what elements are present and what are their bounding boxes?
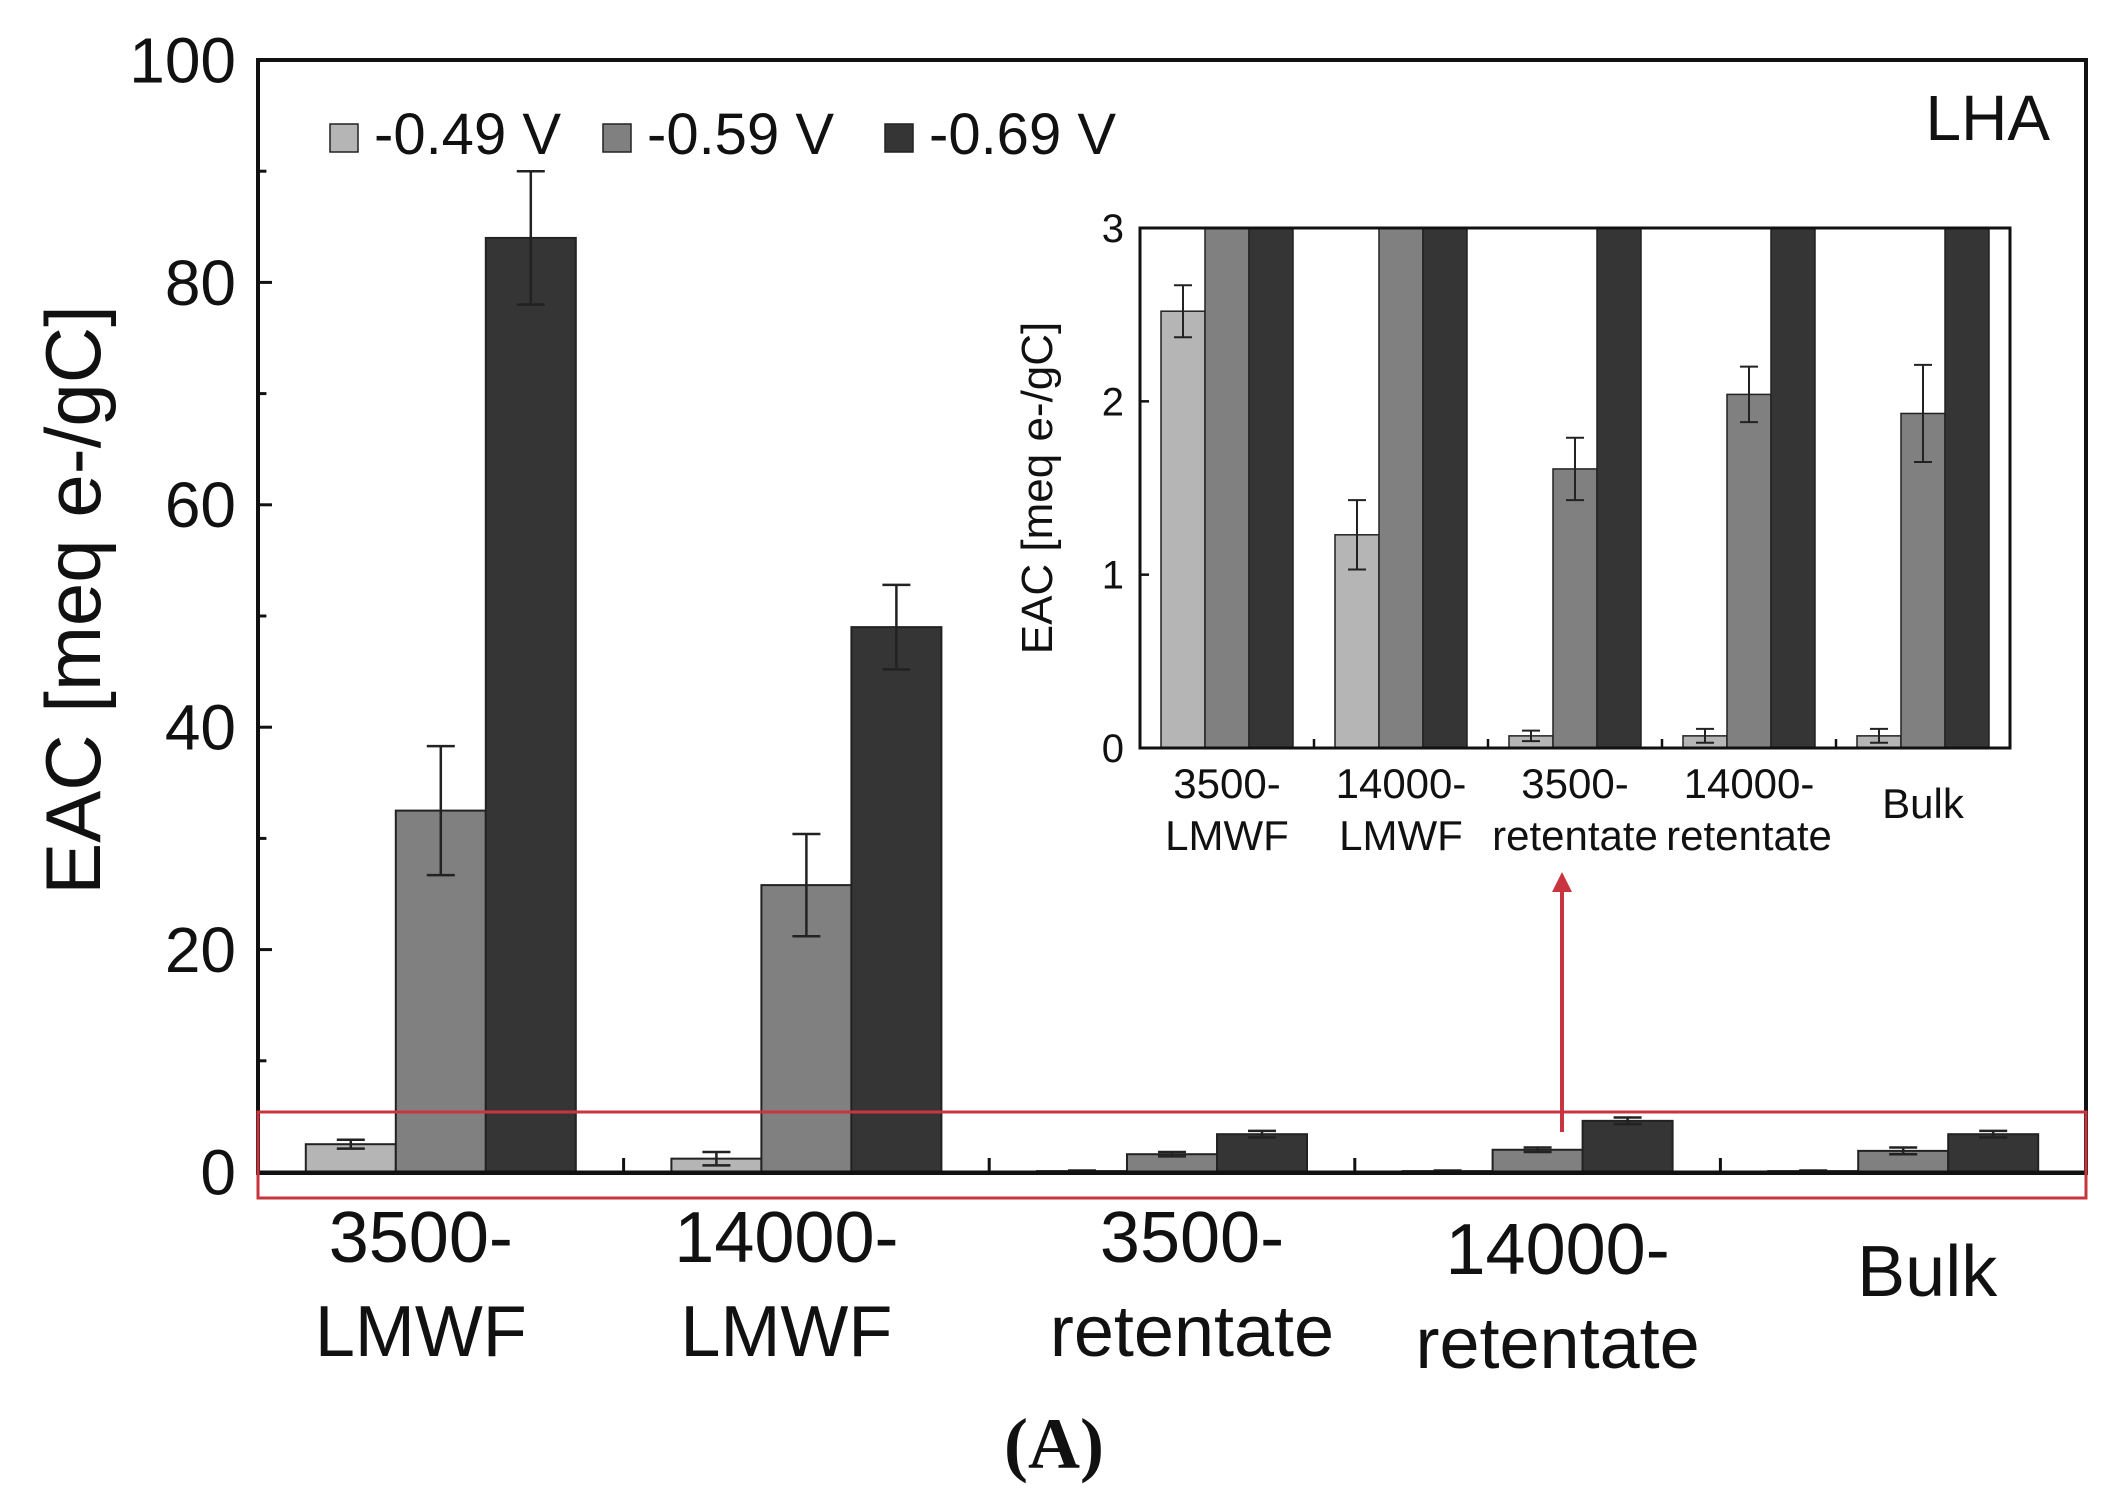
inset-x-label-3500-retentate: 3500-retentate [1492, 760, 1658, 859]
inset-error-bar-0-59-v-3500-retentate [1566, 436, 1584, 502]
main-error-bar-0-59-v-14000-lmwf [792, 832, 821, 938]
chart-title-lha: LHA [1926, 82, 2051, 154]
main-error-bar-0-69-v-14000-retentate [1613, 1116, 1642, 1126]
main-bars [304, 169, 2040, 1174]
inset-error-bar-0-49-v-14000-lmwf [1348, 499, 1366, 571]
inset-bar-0-69-v-3500-lmwf [1248, 227, 1294, 749]
main-bar-0-69-v-14000-lmwf [850, 626, 943, 1173]
main-error-bar-0-49-v-14000-lmwf [702, 1150, 731, 1167]
main-y-tick-label-80: 80 [165, 247, 236, 319]
inset-error-bar-0-49-v-14000-retentate [1696, 727, 1714, 744]
inset-error-bar-0-49-v-3500-lmwf [1174, 284, 1192, 339]
inset-x-label-14000-lmwf: 14000-LMWF [1336, 760, 1467, 859]
main-y-tick-label-60: 60 [165, 469, 236, 541]
zoom-highlight-box [256, 1110, 2088, 1200]
legend-swatch-0-59-v [602, 123, 632, 153]
inset-error-bar-0-59-v-14000-retentate [1740, 365, 1758, 424]
inset-bar-0-69-v-bulk [1944, 227, 1990, 749]
legend-item-0-49-v: -0.49 V [329, 102, 561, 167]
inset-bars [1160, 227, 1990, 749]
main-y-tick-label-0: 0 [200, 1136, 236, 1208]
inset-error-bar-0-59-v-bulk [1914, 363, 1932, 463]
inset-bar-0-59-v-14000-retentate [1726, 393, 1772, 749]
main-bar-0-69-v-bulk [1947, 1133, 2040, 1174]
main-x-tick-labels: 3500-LMWF 14000-LMWF 3500-retentate 14000-r… [315, 1198, 1998, 1384]
main-error-bar-0-69-v-3500-lmwf [516, 169, 545, 306]
legend-label-0-49-v: -0.49 V [374, 102, 561, 167]
inset-bar-0-59-v-bulk [1900, 412, 1946, 749]
main-error-bar-0-59-v-bulk [1889, 1146, 1918, 1156]
main-error-bar-0-59-v-3500-lmwf [426, 744, 455, 877]
inset-y-axis: 0 1 2 3 [1102, 207, 2010, 771]
main-y-tick-label-100: 100 [129, 24, 236, 96]
inset-bar-0-59-v-3500-lmwf [1204, 227, 1250, 749]
inset-x-label-14000-retentate: 14000-retentate [1666, 760, 1832, 859]
inset-x-tick-labels: 3500-LMWF 14000-LMWF 3500-retentate14000-r… [1165, 760, 1965, 859]
inset-error-bar-0-49-v-bulk [1870, 727, 1888, 744]
zoom-arrowhead [1552, 872, 1572, 892]
main-y-axis-label: EAC [meq e-/gC] [29, 305, 117, 895]
legend-item-0-69-v: -0.69 V [884, 102, 1116, 167]
figure-caption: (A) [1004, 1404, 1104, 1484]
legend: -0.49 V -0.59 V -0.69 V [329, 102, 1116, 167]
inset-error-bar-0-49-v-3500-retentate [1522, 729, 1540, 743]
inset-bar-0-59-v-14000-lmwf [1378, 227, 1424, 749]
main-y-tick-label-20: 20 [165, 914, 236, 986]
inset-y-tick-label-0: 0 [1102, 727, 1124, 771]
main-y-tick-label-40: 40 [165, 692, 236, 764]
main-error-bar-0-69-v-14000-lmwf [882, 583, 911, 671]
main-x-label-14000-lmwf: 14000-LMWF [674, 1198, 898, 1372]
inset-x-label-bulk: Bulk [1882, 780, 1965, 827]
main-x-label-3500-retentate: 3500-retentate [1050, 1198, 1334, 1372]
inset-bar-0-59-v-3500-retentate [1552, 468, 1598, 749]
inset-bar-0-69-v-3500-retentate [1596, 227, 1642, 749]
inset-chart: 0 1 2 3 3500-LMWF 14000-LMWF 3500-retentate14… [1013, 207, 2012, 859]
main-bar-0-69-v-3500-retentate [1216, 1133, 1308, 1174]
main-bar-0-69-v-14000-retentate [1581, 1119, 1674, 1174]
inset-y-tick-label-3: 3 [1102, 207, 1124, 251]
legend-label-0-69-v: -0.69 V [929, 102, 1116, 167]
legend-swatch-0-69-v [884, 123, 914, 153]
inset-bar-0-69-v-14000-retentate [1770, 227, 1816, 749]
main-error-bar-0-49-v-3500-lmwf [336, 1138, 365, 1150]
inset-y-axis-label: EAC [meq e-/gC] [1013, 322, 1062, 655]
legend-label-0-59-v: -0.59 V [647, 102, 834, 167]
main-error-bar-0-69-v-bulk [1979, 1129, 2008, 1139]
main-error-bar-0-59-v-14000-retentate [1523, 1146, 1552, 1154]
inset-bar-0-69-v-14000-lmwf [1422, 227, 1468, 749]
main-bar-0-69-v-3500-lmwf [484, 236, 577, 1174]
legend-item-0-59-v: -0.59 V [602, 102, 834, 167]
main-x-label-3500-lmwf: 3500-LMWF [315, 1198, 527, 1372]
inset-bar-0-49-v-3500-lmwf [1160, 310, 1206, 749]
main-x-label-bulk: Bulk [1857, 1232, 1998, 1312]
inset-y-tick-label-2: 2 [1102, 380, 1124, 424]
inset-y-tick-label-1: 1 [1102, 554, 1124, 598]
main-error-bar-0-69-v-3500-retentate [1248, 1129, 1276, 1139]
main-x-label-14000-retentate: 14000-retentate [1415, 1210, 1699, 1384]
main-error-bar-0-59-v-3500-retentate [1158, 1150, 1186, 1158]
legend-swatch-0-49-v [329, 123, 359, 153]
inset-x-label-3500-lmwf: 3500-LMWF [1165, 760, 1289, 859]
